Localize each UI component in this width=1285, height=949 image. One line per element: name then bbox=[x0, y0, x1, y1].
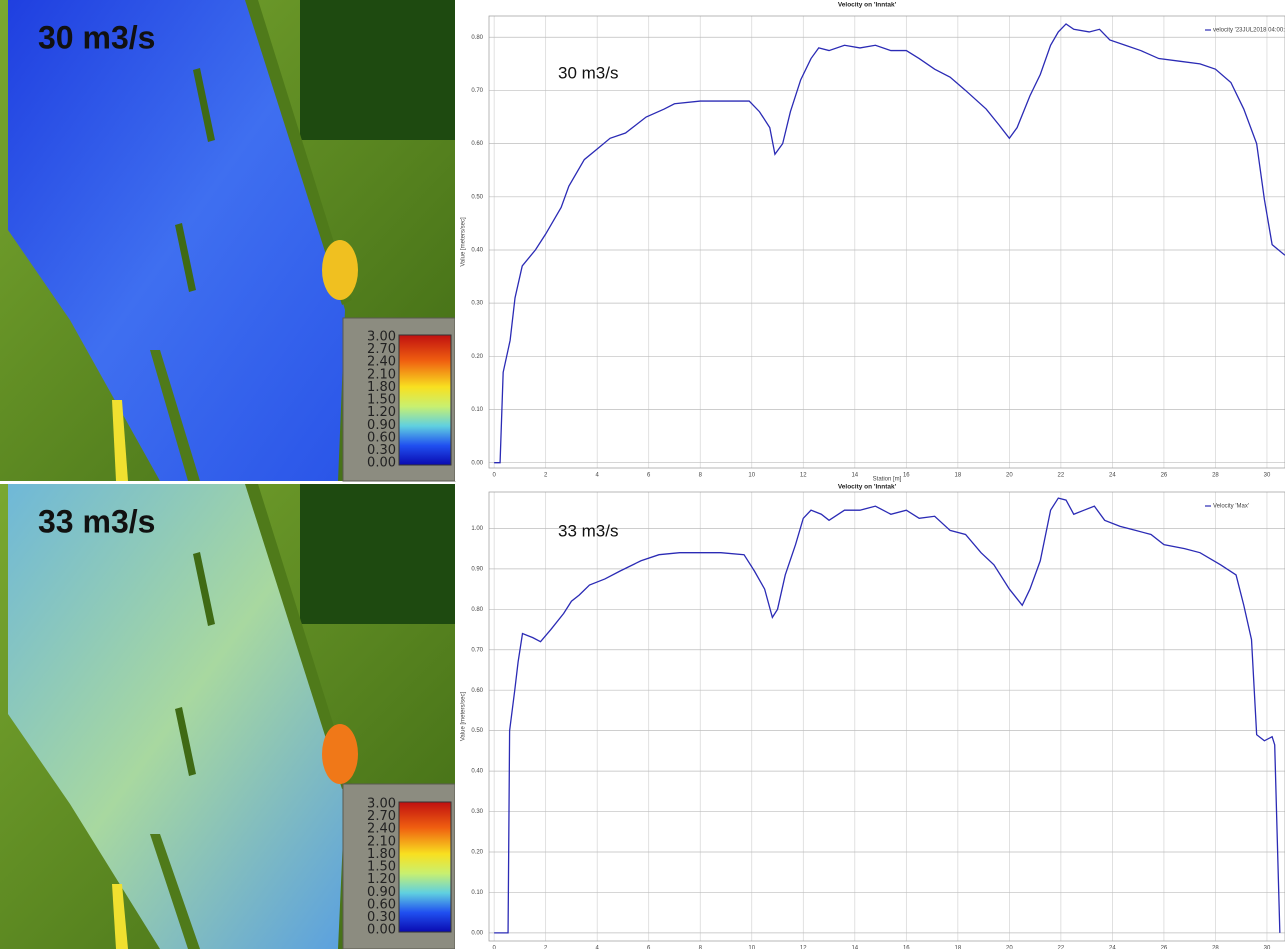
annotation: 30 m3/s bbox=[558, 63, 618, 82]
y-axis-label: Value [meters/sec] bbox=[461, 217, 467, 267]
y-tick-label: 0.50 bbox=[471, 728, 483, 734]
y-tick-label: 0.40 bbox=[471, 248, 483, 254]
y-axis-label: Value [meters/sec] bbox=[461, 692, 467, 742]
render-panel: 30 m3/s3.002.702.402.101.801.501.200.900… bbox=[0, 0, 455, 481]
y-tick-label: 1.00 bbox=[471, 526, 483, 532]
legend-label: velocity '23JUL2018 04:00:0 bbox=[1213, 28, 1285, 34]
x-tick-label: 22 bbox=[1058, 473, 1065, 479]
y-tick-label: 0.00 bbox=[471, 460, 483, 466]
x-tick-label: 30 bbox=[1264, 946, 1271, 949]
x-tick-label: 28 bbox=[1212, 946, 1219, 949]
x-tick-label: 30 bbox=[1264, 473, 1271, 479]
page: 30 m3/s3.002.702.402.101.801.501.200.900… bbox=[0, 0, 1285, 949]
y-tick-label: 0.50 bbox=[471, 194, 483, 200]
y-tick-label: 0.70 bbox=[471, 88, 483, 94]
x-tick-label: 24 bbox=[1109, 946, 1116, 949]
color-scale bbox=[399, 335, 451, 465]
x-tick-label: 10 bbox=[748, 473, 755, 479]
y-tick-label: 0.20 bbox=[471, 850, 483, 856]
x-tick-label: 20 bbox=[1006, 946, 1013, 949]
panel-label: 33 m3/s bbox=[38, 503, 155, 539]
x-tick-label: 20 bbox=[1006, 473, 1013, 479]
y-tick-label: 0.80 bbox=[471, 607, 483, 613]
y-tick-label: 0.40 bbox=[471, 769, 483, 775]
y-tick-label: 0.10 bbox=[471, 890, 483, 896]
hot-spot bbox=[322, 724, 358, 784]
y-tick-label: 0.30 bbox=[471, 809, 483, 815]
x-tick-label: 24 bbox=[1109, 473, 1116, 479]
y-tick-label: 0.70 bbox=[471, 647, 483, 653]
hot-spot bbox=[322, 240, 358, 300]
chart-bg bbox=[455, 482, 1285, 949]
y-tick-label: 0.60 bbox=[471, 688, 483, 694]
x-tick-label: 12 bbox=[800, 473, 807, 479]
x-tick-label: 16 bbox=[903, 946, 910, 949]
annotation: 33 m3/s bbox=[558, 521, 618, 540]
x-tick-label: 26 bbox=[1161, 473, 1168, 479]
panel-label: 30 m3/s bbox=[38, 19, 155, 55]
x-tick-label: 10 bbox=[748, 946, 755, 949]
chart-title: Velocity on 'Inntak' bbox=[838, 484, 897, 491]
x-tick-label: 14 bbox=[851, 946, 858, 949]
legend-tick-label: 0.00 bbox=[367, 923, 396, 938]
y-tick-label: 0.80 bbox=[471, 35, 483, 41]
x-tick-label: 18 bbox=[954, 946, 961, 949]
y-tick-label: 0.10 bbox=[471, 407, 483, 413]
x-tick-label: 22 bbox=[1058, 946, 1065, 949]
color-scale bbox=[399, 802, 451, 932]
dark-hill bbox=[300, 0, 455, 140]
y-tick-label: 0.30 bbox=[471, 301, 483, 307]
x-tick-label: 16 bbox=[903, 473, 910, 479]
chart-title: Velocity on 'Inntak' bbox=[838, 2, 897, 9]
y-tick-label: 0.00 bbox=[471, 930, 483, 936]
render-panel: 33 m3/s3.002.702.402.101.801.501.200.900… bbox=[0, 484, 455, 949]
y-tick-label: 0.90 bbox=[471, 566, 483, 572]
x-tick-label: 12 bbox=[800, 946, 807, 949]
x-tick-label: 18 bbox=[954, 473, 961, 479]
legend-label: Velocity 'Max' bbox=[1213, 504, 1249, 510]
x-tick-label: 14 bbox=[851, 473, 858, 479]
x-axis-label: Station [m] bbox=[873, 477, 902, 483]
y-tick-label: 0.60 bbox=[471, 141, 483, 147]
x-tick-label: 28 bbox=[1212, 473, 1219, 479]
dark-hill bbox=[300, 484, 455, 624]
y-tick-label: 0.20 bbox=[471, 354, 483, 360]
x-tick-label: 26 bbox=[1161, 946, 1168, 949]
legend-tick-label: 0.00 bbox=[367, 456, 396, 471]
